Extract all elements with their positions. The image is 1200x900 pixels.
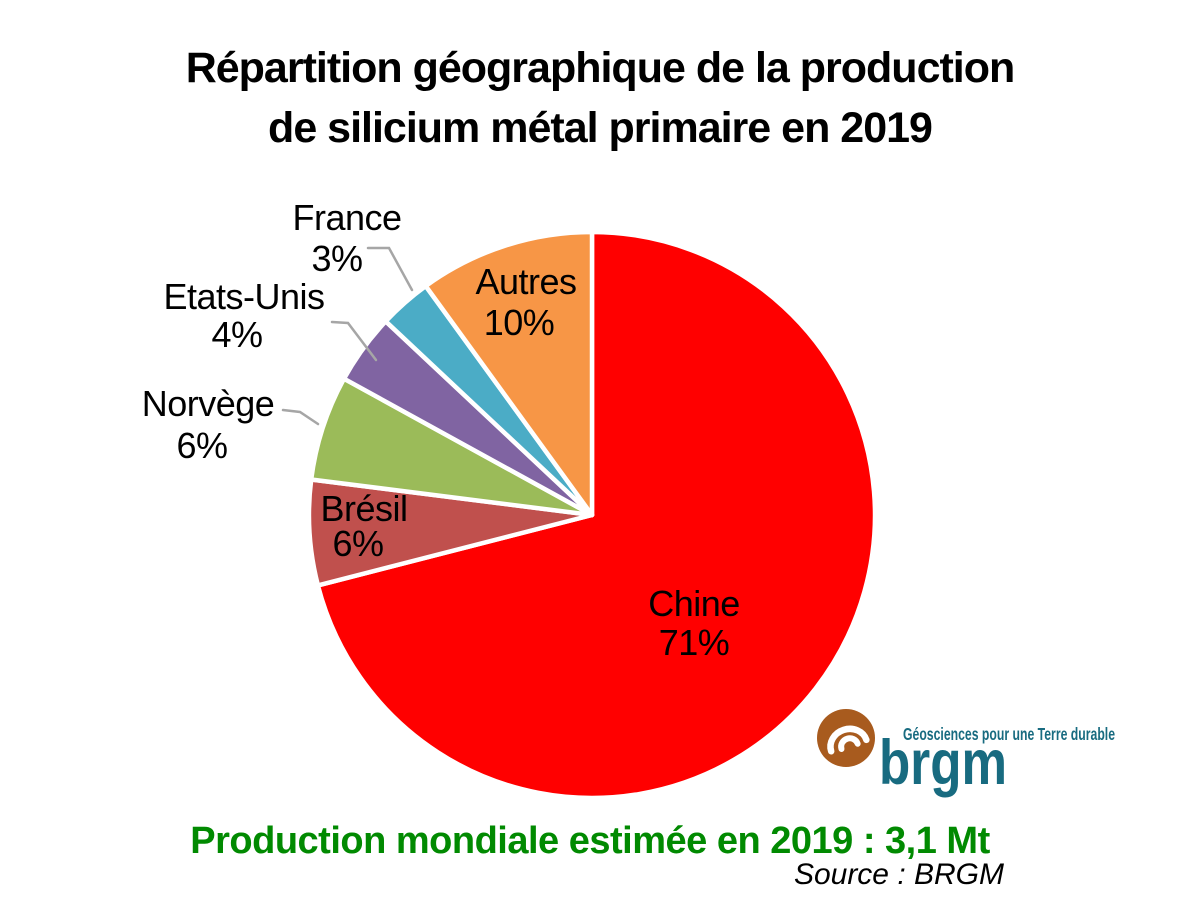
brgm-brand-text: brgm bbox=[879, 728, 1007, 798]
pie-slice-value-norvege: 6% bbox=[176, 425, 227, 466]
chart-title-line2: de silicium métal primaire en 2019 bbox=[268, 104, 933, 152]
brgm-logo-wave-icon bbox=[827, 725, 870, 755]
pie-slice-label-autres: Autres bbox=[475, 261, 576, 302]
pie-slice-label-norvege: Norvège bbox=[142, 383, 275, 424]
pie-slice-value-autres: 10% bbox=[484, 302, 555, 343]
source-note: Source : BRGM bbox=[793, 858, 1004, 891]
pie-slice-value-etats-unis: 4% bbox=[211, 314, 262, 355]
chart-title-line1: Répartition géographique de la productio… bbox=[185, 44, 1016, 92]
brgm-tagline: Géosciences pour une Terre durable bbox=[903, 724, 1115, 744]
pie-slice-autres bbox=[423, 229, 595, 518]
pie-slice-value-chine: 71% bbox=[659, 622, 730, 663]
pie-slice-label-bresil: Brésil bbox=[320, 488, 407, 529]
pie-leader-lines-group bbox=[281, 246, 414, 426]
pie-slice-label-chine: Chine bbox=[648, 583, 740, 624]
brgm-logo: Géosciences pour une Terre durable brgm bbox=[817, 709, 1115, 798]
leader-line-etats-unis bbox=[330, 320, 378, 362]
pie-slices-group bbox=[306, 229, 878, 801]
pie-labels-group: Chine71%Brésil6%Norvège6%Etats-Unis4%Fra… bbox=[142, 197, 741, 663]
pie-slice-chine bbox=[315, 229, 878, 801]
production-note: Production mondiale estimée en 2019 : 3,… bbox=[190, 820, 990, 862]
leader-line-france bbox=[366, 246, 414, 292]
pie-slice-value-france: 3% bbox=[311, 238, 362, 279]
pie-slice-label-etats-unis: Etats-Unis bbox=[163, 276, 324, 317]
chart-title: Répartition géographique de la productio… bbox=[0, 38, 1200, 158]
pie-slice-label-france: France bbox=[292, 197, 401, 238]
leader-line-norvege bbox=[281, 408, 320, 426]
pie-slice-value-bresil: 6% bbox=[332, 523, 383, 564]
